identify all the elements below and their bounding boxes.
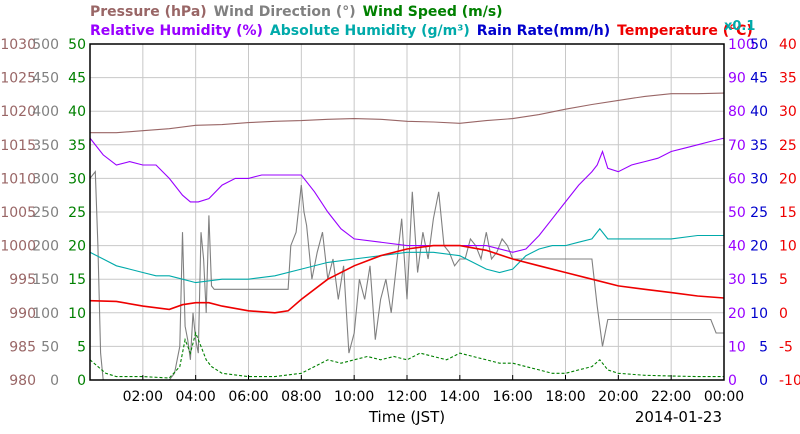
y-tick-temp: 0 [779, 306, 788, 322]
y-tick-temp: -10 [779, 373, 800, 389]
y-tick-rh: 20 [728, 306, 746, 322]
header-item: Absolute Humidity (g/m³) [270, 23, 470, 39]
y-tick-pressure: 1025 [0, 71, 36, 87]
y-tick-wind-speed: 50 [68, 37, 86, 53]
y-tick-temp: 40 [779, 37, 797, 53]
y-tick-wind-speed: 45 [68, 71, 86, 87]
y-tick-pressure: 1010 [0, 171, 36, 187]
y-tick-wind-dir: 250 [32, 205, 59, 221]
series-absolute-humidity [89, 227, 724, 284]
x-tick-label: 00:00 [704, 389, 744, 405]
x-tick-label: 04:00 [175, 389, 215, 405]
y-tick-wind-dir: 350 [32, 138, 59, 154]
y-tick-wind-speed: 0 [77, 373, 86, 389]
series-temp [89, 244, 725, 314]
y-tick-wind-speed: 25 [68, 205, 86, 221]
y-tick-rain: 25 [750, 205, 768, 221]
y-tick-temp: 30 [779, 104, 797, 120]
y-tick-rain: 30 [750, 171, 768, 187]
y-tick-rh: 40 [728, 239, 746, 255]
series-rh [89, 137, 725, 253]
y-tick-wind-speed: 40 [68, 104, 86, 120]
series-wind-dir [89, 170, 724, 381]
y-tick-rh: 70 [728, 138, 746, 154]
x-tick-label: 02:00 [123, 389, 163, 405]
y-tick-pressure: 990 [9, 306, 36, 322]
y-tick-wind-dir: 100 [32, 306, 59, 322]
y-tick-wind-dir: 450 [32, 71, 59, 87]
y-tick-pressure: 1030 [0, 37, 36, 53]
y-tick-temp: 25 [779, 138, 797, 154]
y-tick-wind-speed: 15 [68, 272, 86, 288]
y-tick-pressure: 985 [9, 339, 36, 355]
y-tick-wind-dir: 300 [32, 171, 59, 187]
y-tick-wind-speed: 5 [77, 339, 86, 355]
x-tick-label: 12:00 [387, 389, 427, 405]
y-tick-wind-speed: 35 [68, 138, 86, 154]
y-tick-wind-dir: 50 [41, 339, 59, 355]
y-tick-pressure: 1015 [0, 138, 36, 154]
y-tick-rain: 10 [750, 306, 768, 322]
x-tick-label: 22:00 [651, 389, 691, 405]
header-line-1: Pressure (hPa) Wind Direction (°) Wind Spe… [90, 4, 503, 20]
x-axis-label: Time (JST) [368, 408, 445, 426]
y-tick-rain: 20 [750, 239, 768, 255]
y-tick-rh: 80 [728, 104, 746, 120]
chart-date: 2014-01-23 [635, 408, 722, 426]
y-tick-pressure: 1005 [0, 205, 36, 221]
y-tick-temp: 15 [779, 205, 797, 221]
y-tick-wind-dir: 0 [50, 373, 59, 389]
x-tick-label: 06:00 [228, 389, 268, 405]
x-axis-tick-labels: 02:00 04:00 06:00 08:00 10:00 12:00 14:00 16:00… [123, 375, 744, 405]
y-axis-tick-labels: 1030102510201015101010051000995990985980… [0, 37, 800, 389]
y-tick-rain: 15 [750, 272, 768, 288]
grid-lines [90, 44, 725, 380]
x-tick-label: 08:00 [281, 389, 321, 405]
x-tick-label: 20:00 [598, 389, 638, 405]
y-tick-pressure: 995 [9, 272, 36, 288]
y-tick-rain: 0 [759, 373, 768, 389]
y-tick-temp: 10 [779, 239, 797, 255]
y-tick-wind-speed: 10 [68, 306, 86, 322]
header-item: Rain Rate(mm/h) [477, 23, 610, 39]
y-tick-rh: 60 [728, 171, 746, 187]
y-tick-rh: 30 [728, 272, 746, 288]
y-tick-rh: 10 [728, 339, 746, 355]
y-tick-pressure: 1020 [0, 104, 36, 120]
series-pressure [90, 92, 725, 134]
y-tick-temp: 20 [779, 171, 797, 187]
y-tick-rain: 40 [750, 104, 768, 120]
header-item: Wind Direction (°) [214, 4, 356, 20]
y-tick-wind-speed: 30 [68, 171, 86, 187]
y-tick-rain: 35 [750, 138, 768, 154]
y-tick-rh: 100 [728, 37, 755, 53]
x-tick-label: 10:00 [334, 389, 374, 405]
y-tick-wind-dir: 200 [32, 239, 59, 255]
abs-humidity-multiplier: x0.1 [724, 19, 755, 34]
header-item: Pressure (hPa) [90, 4, 207, 20]
y-tick-wind-speed: 20 [68, 239, 86, 255]
header-item: Wind Speed (m/s) [363, 4, 503, 20]
y-tick-temp: -5 [779, 339, 793, 355]
y-tick-pressure: 980 [9, 373, 36, 389]
y-tick-temp: 35 [779, 71, 797, 87]
y-tick-temp: 5 [779, 272, 788, 288]
header-line-2: Relative Humidity (%) Absolute Humidity (… [90, 23, 753, 39]
header-item: Temperature (°C) [617, 23, 753, 39]
y-tick-rh: 50 [728, 205, 746, 221]
y-tick-rh: 90 [728, 71, 746, 87]
x-tick-label: 18:00 [545, 389, 585, 405]
y-tick-rh: 0 [728, 373, 737, 389]
header-item: Relative Humidity (%) [90, 23, 263, 39]
y-tick-pressure: 1000 [0, 239, 36, 255]
y-tick-rain: 5 [759, 339, 768, 355]
y-tick-rain: 50 [750, 37, 768, 53]
y-tick-wind-dir: 500 [32, 37, 59, 53]
x-tick-label: 14:00 [440, 389, 480, 405]
y-tick-wind-dir: 400 [32, 104, 59, 120]
x-tick-label: 16:00 [492, 389, 532, 405]
y-tick-wind-dir: 150 [32, 272, 59, 288]
y-tick-rain: 45 [750, 71, 768, 87]
